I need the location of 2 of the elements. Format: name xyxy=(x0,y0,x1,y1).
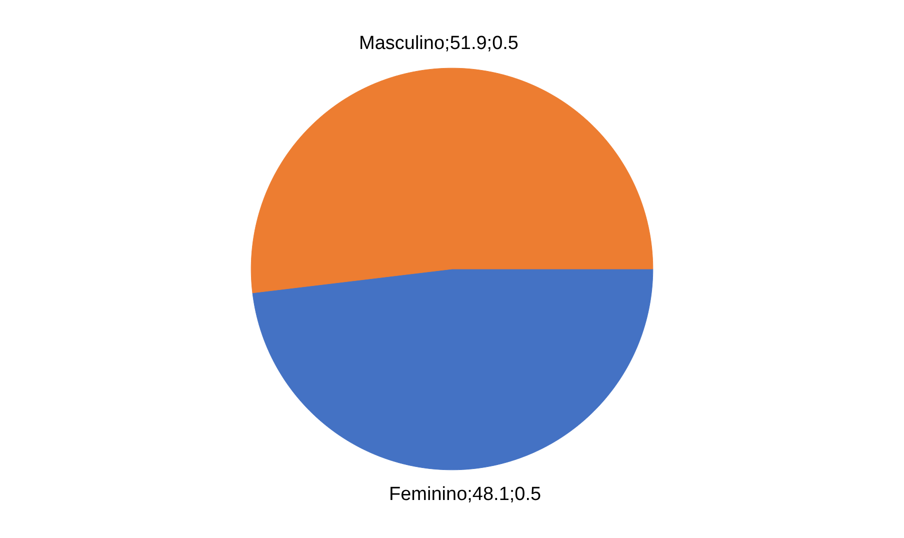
slice-label: Feminino;48.1;0.5 xyxy=(389,484,542,505)
slice-label: Masculino;51.9;0.5 xyxy=(359,33,518,54)
